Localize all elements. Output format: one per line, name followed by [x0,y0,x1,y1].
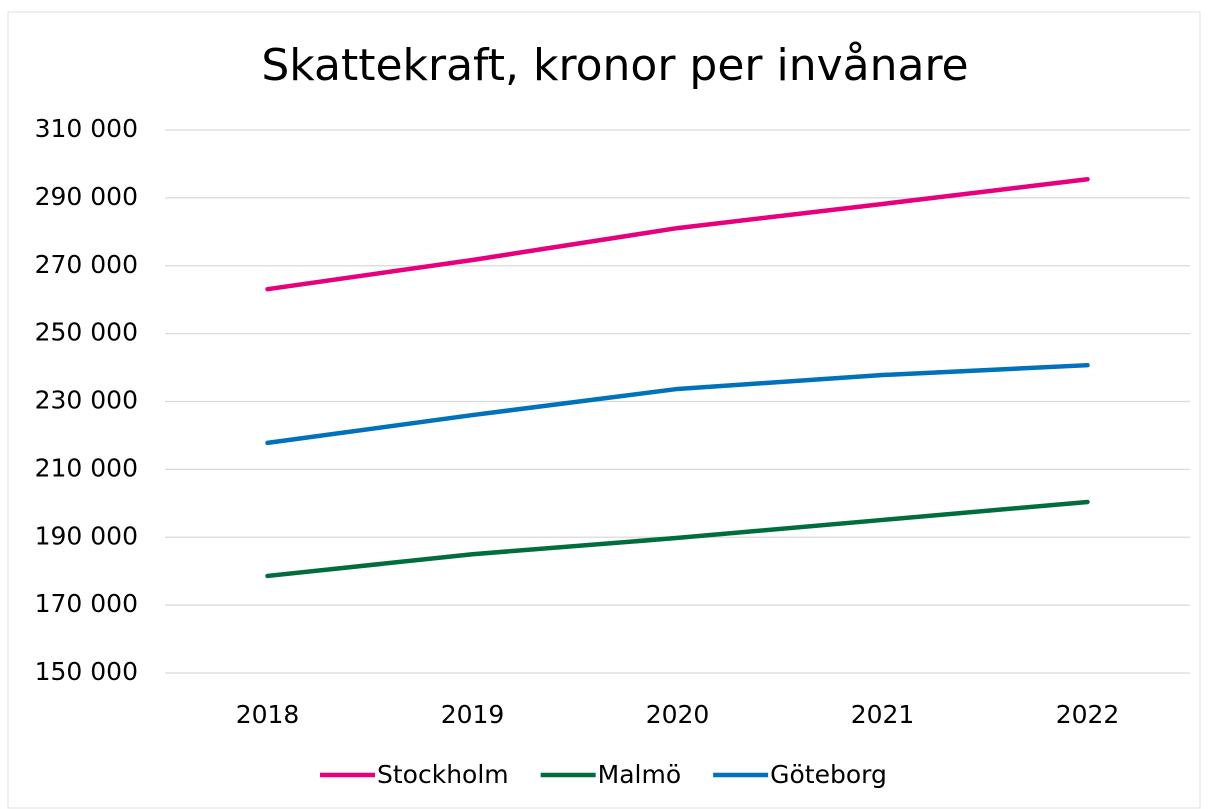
legend-label: Malmö [598,760,681,789]
series-line [265,499,1090,579]
y-tick-label: 190 000 [35,521,138,550]
chart-frame [7,11,1201,809]
x-tick-label: 2020 [646,700,710,729]
y-tick-label: 230 000 [35,386,138,415]
y-tick-label: 290 000 [35,182,138,211]
x-tick-label: 2018 [236,700,300,729]
y-tick-label: 210 000 [35,453,138,482]
y-tick-label: 150 000 [35,657,138,686]
x-tick-label: 2022 [1056,700,1120,729]
series-line [265,176,1090,292]
legend-label: Göteborg [770,760,887,789]
y-tick-label: 170 000 [35,589,138,618]
x-tick-label: 2021 [851,700,915,729]
chart-title: Skattekraft, kronor per invånare [261,40,968,91]
series-line [265,362,1090,446]
y-tick-label: 270 000 [35,250,138,279]
x-tick-label: 2019 [441,700,505,729]
y-tick-label: 310 000 [35,114,138,143]
legend-label: Stockholm [377,760,509,789]
y-tick-label: 250 000 [35,318,138,347]
